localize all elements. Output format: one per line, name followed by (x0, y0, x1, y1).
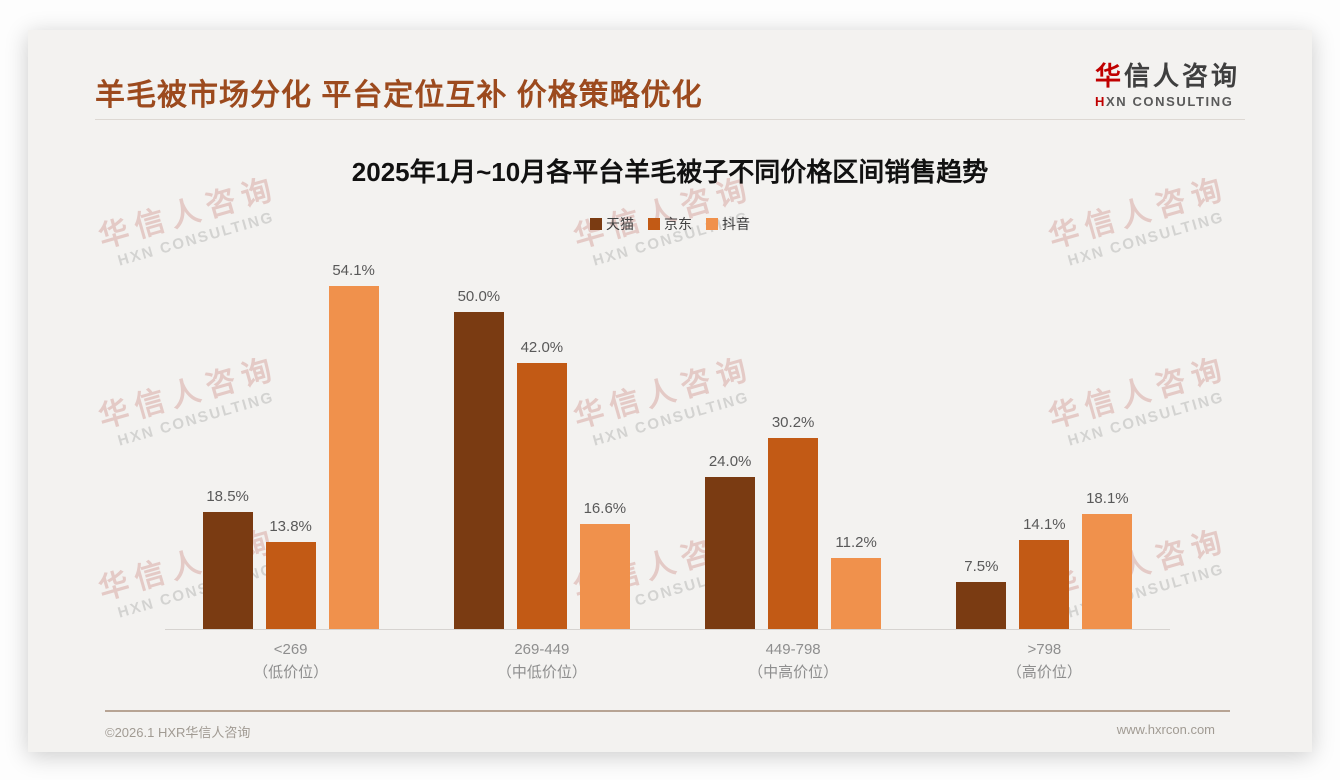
category-label: >798 （高价位） (1006, 641, 1082, 682)
company-logo: 华信人咨询 HXN CONSULTING (1095, 56, 1240, 109)
bar-column: 24.0% (705, 453, 756, 629)
logo-en-accent: H (1094, 94, 1106, 109)
page-title: 羊毛被市场分化 平台定位互补 价格策略优化 (95, 79, 703, 112)
bar-group: 50.0% 42.0% 16.6% (416, 250, 667, 629)
bar-value-label: 11.2% (835, 534, 877, 552)
bar-value-label: 14.1% (1023, 515, 1066, 533)
bar-value-label: 24.0% (708, 453, 752, 470)
logo-cn-accent: 华 (1094, 61, 1124, 91)
bar-column: 7.5% (956, 557, 1007, 629)
bar-tmall (956, 581, 1007, 629)
logo-cn-rest: 信人咨询 (1123, 61, 1240, 91)
bar-column: 54.1% (328, 262, 379, 629)
bar-douyin (1082, 514, 1133, 629)
bar-value-label: 54.1% (332, 262, 375, 280)
bar-column: 18.1% (1082, 490, 1133, 629)
legend-item-tmall: 天猫 (590, 214, 634, 234)
category-label: <269 （低价位） (253, 641, 329, 682)
bar-jd (768, 437, 819, 629)
bar-tmall (705, 477, 756, 629)
legend-swatch-icon (590, 218, 602, 230)
bar-column: 16.6% (579, 499, 630, 629)
legend-item-douyin: 抖音 (706, 214, 750, 234)
bar-value-label: 30.2% (771, 413, 815, 431)
bar-value-label: 18.1% (1086, 490, 1129, 508)
bar-column: 13.8% (265, 517, 316, 629)
bar-column: 50.0% (453, 288, 504, 629)
bar-column: 11.2% (831, 534, 882, 629)
bar-douyin (579, 523, 630, 629)
chart-legend: 天猫 京东 抖音 (28, 214, 1312, 234)
bar-tmall (202, 511, 253, 629)
category-label: 269-449 （中低价位） (496, 641, 587, 682)
legend-label: 抖音 (722, 216, 750, 232)
bar-jd (265, 541, 316, 629)
bar-group: 24.0% 30.2% 11.2% (668, 250, 919, 629)
bar-group: 18.5% 13.8% 54.1% (165, 250, 416, 629)
header-divider (95, 119, 1245, 120)
bar-value-label: 18.5% (206, 487, 249, 505)
logo-cn-text: 华信人咨询 (1095, 56, 1240, 93)
logo-en-text: HXN CONSULTING (1095, 94, 1240, 109)
legend-swatch-icon (706, 218, 718, 230)
category-label: 449-798 （中高价位） (748, 641, 839, 682)
chart-title: 2025年1月~10月各平台羊毛被子不同价格区间销售趋势 (351, 157, 989, 187)
bar-value-label: 13.8% (269, 517, 312, 535)
bar-chart: 2025年1月~10月各平台羊毛被子不同价格区间销售趋势 天猫 京东 抖音 18.5… (28, 30, 1312, 752)
bar-value-label: 50.0% (457, 288, 501, 306)
bar-value-label: 7.5% (964, 557, 999, 575)
bar-group: 7.5% 14.1% 18.1% (919, 250, 1170, 629)
legend-swatch-icon (648, 218, 660, 230)
bar-tmall (453, 312, 504, 629)
plot-area: 18.5% 13.8% 54.1% 50.0% 42.0% 16.6% 24.0% 30.2%… (165, 250, 1170, 630)
legend-item-jd: 京东 (648, 214, 692, 234)
category-axis: <269 （低价位） 269-449 （中低价位） 449-798 （中高价位） >798 （… (165, 638, 1170, 685)
legend-label: 京东 (664, 216, 692, 232)
bar-value-label: 16.6% (583, 499, 627, 517)
bar-jd (1019, 539, 1070, 629)
bar-column: 42.0% (516, 339, 567, 629)
legend-label: 天猫 (606, 216, 634, 232)
footer-website: www.hxrcon.com (1116, 722, 1215, 737)
footer-copyright: ©2026.1 HXR华信人咨询 (105, 725, 251, 740)
bar-column: 30.2% (768, 413, 819, 629)
bar-douyin (328, 286, 379, 629)
bar-column: 14.1% (1019, 515, 1070, 629)
bar-jd (516, 363, 567, 629)
bar-column: 18.5% (202, 487, 253, 629)
logo-en-rest: XN CONSULTING (1105, 94, 1234, 109)
bar-douyin (831, 558, 882, 629)
slide-card: 华信人咨询 HXN CONSULTING 华信人咨询 HXN CONSULTING 华信… (28, 30, 1312, 752)
bar-value-label: 42.0% (520, 339, 564, 356)
footer-divider (105, 710, 1230, 712)
